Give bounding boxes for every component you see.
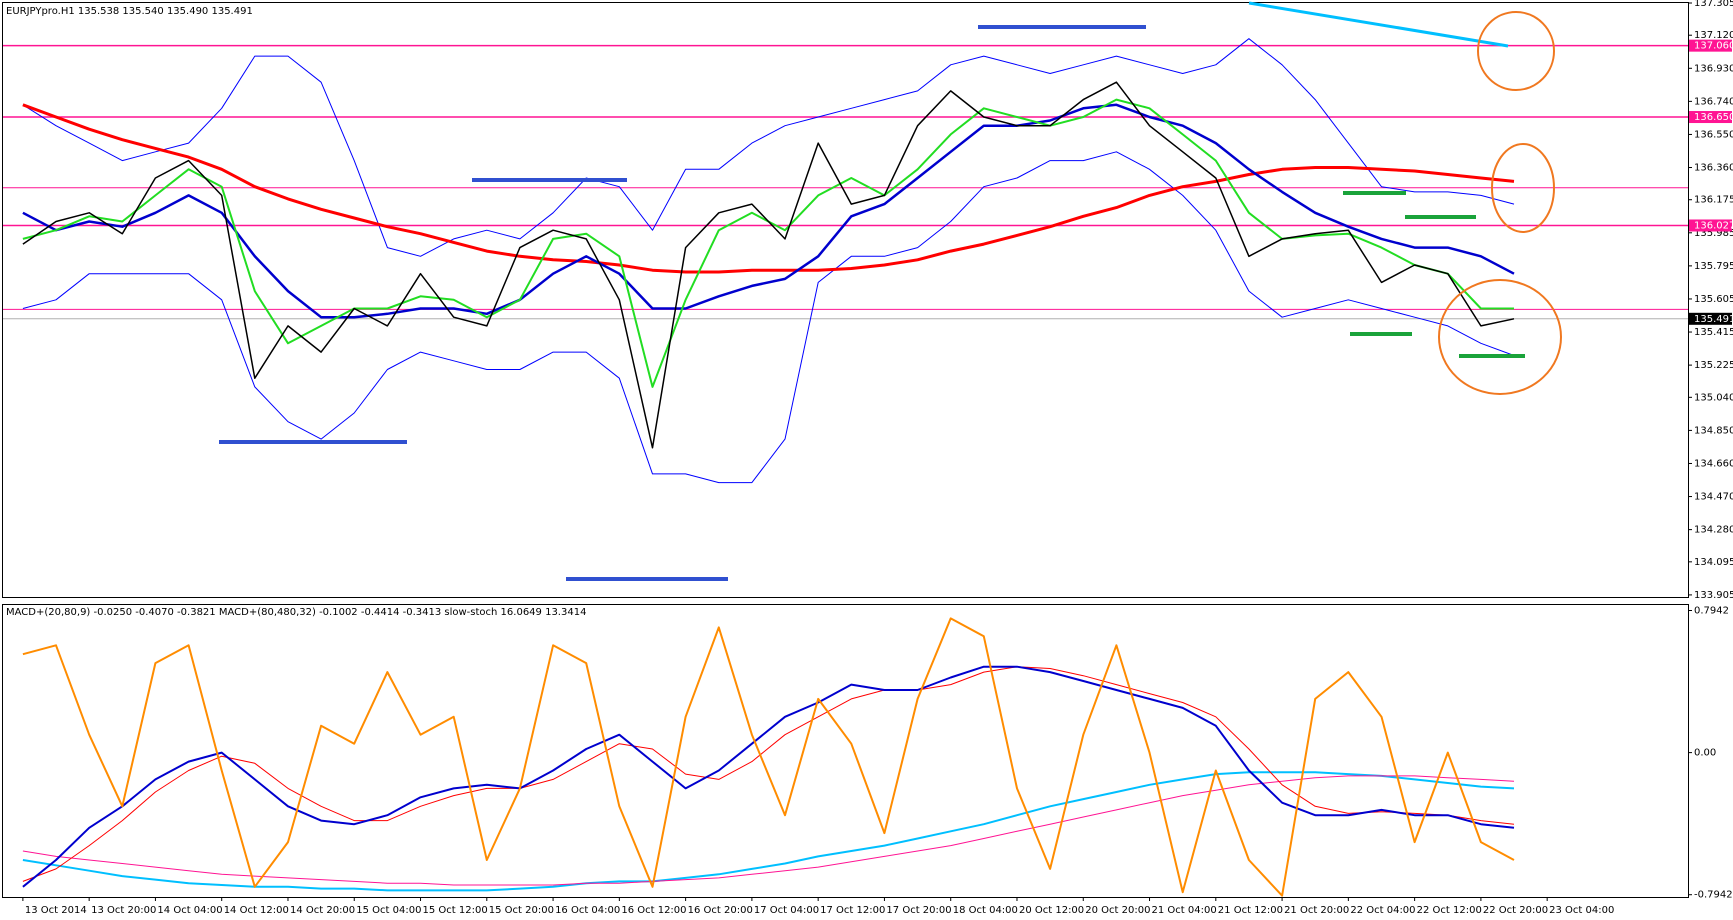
y-tick-label: 134.095 — [1694, 557, 1733, 568]
x-tick-label: 21 Oct 20:00 — [1284, 905, 1349, 916]
level-label: 137.060 — [1694, 41, 1733, 52]
level-tag — [1689, 219, 1732, 232]
x-tick-label: 14 Oct 20:00 — [290, 905, 355, 916]
y-tick-label: 135.415 — [1694, 327, 1733, 338]
y-tick-label: 137.120 — [1694, 30, 1733, 41]
y-tick-label: 135.225 — [1694, 360, 1733, 371]
x-tick-label: 21 Oct 04:00 — [1152, 905, 1217, 916]
highlight-circle — [1477, 11, 1555, 91]
y-tick-label: 134.660 — [1694, 458, 1733, 469]
series-line — [22, 666, 1515, 882]
x-tick-label: 22 Oct 04:00 — [1350, 905, 1415, 916]
x-tick-label: 15 Oct 04:00 — [356, 905, 421, 916]
x-tick-label: 16 Oct 12:00 — [621, 905, 686, 916]
series-line — [22, 771, 1515, 892]
level-tag — [1689, 111, 1732, 124]
x-tick-label: 13 Oct 20:00 — [91, 905, 156, 916]
x-tick-label: 16 Oct 04:00 — [555, 905, 620, 916]
y-tick-label: 136.740 — [1694, 96, 1733, 107]
y-tick-label: -0.7942 — [1694, 890, 1733, 901]
series-line — [22, 617, 1515, 897]
x-tick-label: 20 Oct 20:00 — [1085, 905, 1150, 916]
x-tick-label: 14 Oct 12:00 — [224, 905, 289, 916]
series-line — [22, 775, 1515, 886]
x-tick-label: 14 Oct 04:00 — [157, 905, 222, 916]
main-panel-frame — [2, 2, 1689, 598]
highlight-circle — [1438, 279, 1562, 395]
y-tick-label: 136.175 — [1694, 195, 1733, 206]
series-line — [22, 665, 1515, 888]
symbol-header: EURJPYpro.H1 135.538 135.540 135.490 135… — [6, 6, 253, 17]
x-tick-label: 13 Oct 2014 — [25, 905, 87, 916]
level-label: 136.650 — [1694, 112, 1733, 123]
y-tick-label: 135.040 — [1694, 392, 1733, 403]
y-tick-label: 134.280 — [1694, 525, 1733, 536]
series-line — [22, 103, 1515, 319]
x-tick-label: 22 Oct 12:00 — [1417, 905, 1482, 916]
y-tick-label: 136.930 — [1694, 63, 1733, 74]
y-tick-label: 0.7942 — [1694, 606, 1729, 617]
indicator-panel-frame — [2, 604, 1689, 898]
y-tick-label: 136.550 — [1694, 129, 1733, 140]
y-tick-label: 134.470 — [1694, 492, 1733, 503]
annotations — [219, 1, 1562, 581]
y-tick-label: 136.360 — [1694, 163, 1733, 174]
x-tick-label: 17 Oct 04:00 — [754, 905, 819, 916]
y-tick-label: 135.605 — [1694, 294, 1733, 305]
y-tick-label: 0.00 — [1694, 748, 1716, 759]
y-tick-label: 133.905 — [1694, 590, 1733, 601]
x-tick-label: 18 Oct 04:00 — [953, 905, 1018, 916]
y-tick-label: 137.305 — [1694, 0, 1733, 9]
x-tick-label: 16 Oct 20:00 — [688, 905, 753, 916]
y-tick-label: 135.985 — [1694, 228, 1733, 239]
series-line — [22, 151, 1515, 484]
last-price-tag — [1689, 312, 1732, 325]
x-tick-label: 23 Oct 04:00 — [1549, 905, 1614, 916]
trend-line — [1248, 1, 1509, 48]
x-tick-label: 22 Oct 20:00 — [1483, 905, 1548, 916]
series-line — [22, 103, 1515, 274]
indicator-header: MACD+(20,80,9) -0.0250 -0.4070 -0.3821 M… — [6, 607, 586, 618]
y-tick-label: 134.850 — [1694, 425, 1733, 436]
last-price-label: 135.491 — [1694, 314, 1733, 325]
level-label: 136.027 — [1694, 220, 1733, 231]
level-tag — [1689, 39, 1732, 52]
x-tick-label: 17 Oct 12:00 — [820, 905, 885, 916]
x-tick-label: 21 Oct 12:00 — [1218, 905, 1283, 916]
series-line — [22, 81, 1515, 449]
x-tick-label: 15 Oct 20:00 — [489, 905, 554, 916]
x-tick-label: 20 Oct 12:00 — [1019, 905, 1084, 916]
series-line — [22, 38, 1515, 257]
x-tick-label: 17 Oct 20:00 — [886, 905, 951, 916]
y-tick-label: 135.795 — [1694, 261, 1733, 272]
highlight-circle — [1491, 143, 1555, 233]
x-tick-label: 15 Oct 12:00 — [423, 905, 488, 916]
